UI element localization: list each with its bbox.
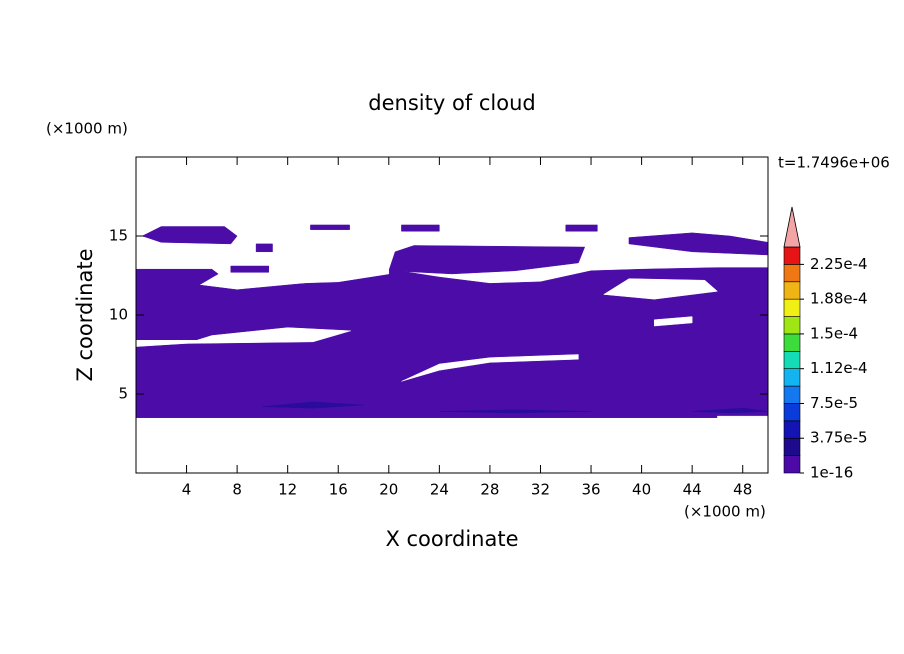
colorbar-band [783, 246, 801, 265]
contour-region [602, 278, 719, 300]
colorbar-band [783, 437, 801, 456]
y-tick-label: 10 [109, 306, 128, 324]
colorbar-band [783, 281, 801, 300]
x-tick-label: 48 [733, 481, 752, 499]
colorbar-band [783, 298, 801, 317]
time-label: t=1.7496e+06 [778, 154, 890, 172]
contour-region [565, 224, 598, 232]
colorbar-tick-label: 1.88e-4 [810, 290, 868, 308]
contour-region [262, 401, 364, 409]
x-unit: (×1000 m) [684, 503, 766, 521]
contour-region [135, 267, 769, 418]
colorbar-band [783, 333, 801, 352]
colorbar-tick-label: 2.25e-4 [810, 255, 868, 273]
colorbar-band [783, 420, 801, 439]
chart-title: density of cloud [368, 91, 535, 115]
colorbar-tick-label: 1.5e-4 [810, 324, 858, 342]
contour-region [401, 224, 440, 232]
colorbar-tick-label: 1e-16 [810, 464, 853, 482]
x-tick-label: 16 [329, 481, 348, 499]
contour-region [186, 327, 351, 344]
contour-region [439, 409, 592, 414]
y-axis-label: Z coordinate [73, 248, 97, 381]
contour-region [287, 268, 390, 284]
contour-region [653, 316, 693, 327]
y-tick-label: 15 [109, 227, 128, 245]
contour-region [141, 226, 238, 245]
y-tick-label: 5 [118, 385, 128, 403]
colorbar-band [783, 368, 801, 387]
x-tick-label: 12 [278, 481, 297, 499]
x-tick-label: 4 [182, 481, 192, 499]
x-tick-label: 8 [232, 481, 242, 499]
colorbar-band [783, 316, 801, 335]
colorbar-extend [783, 206, 801, 248]
x-tick-label: 36 [581, 481, 600, 499]
x-axis-label: X coordinate [385, 527, 518, 551]
contour-region [628, 232, 769, 256]
contour-region [310, 224, 350, 230]
x-tick-label: 20 [379, 481, 398, 499]
contour-region [717, 415, 769, 418]
colorbar-band [783, 264, 801, 283]
x-tick-label: 32 [531, 481, 550, 499]
x-tick-label: 24 [430, 481, 449, 499]
x-tick-label: 44 [683, 481, 702, 499]
colorbar-tick-label: 1.12e-4 [810, 359, 868, 377]
contour-region [230, 265, 269, 273]
contour-region [388, 245, 586, 275]
colorbar-band [783, 351, 801, 369]
colorbar-tick-label: 3.75e-5 [810, 429, 868, 447]
colorbar-band [783, 455, 801, 474]
y-unit: (×1000 m) [46, 120, 128, 138]
colorbar-band [783, 403, 801, 422]
x-tick-label: 40 [632, 481, 651, 499]
contour-region [255, 243, 273, 253]
x-tick-label: 28 [480, 481, 499, 499]
colorbar-band [783, 385, 801, 404]
colorbar-tick-label: 7.5e-5 [810, 394, 858, 412]
contour-region [401, 354, 579, 382]
